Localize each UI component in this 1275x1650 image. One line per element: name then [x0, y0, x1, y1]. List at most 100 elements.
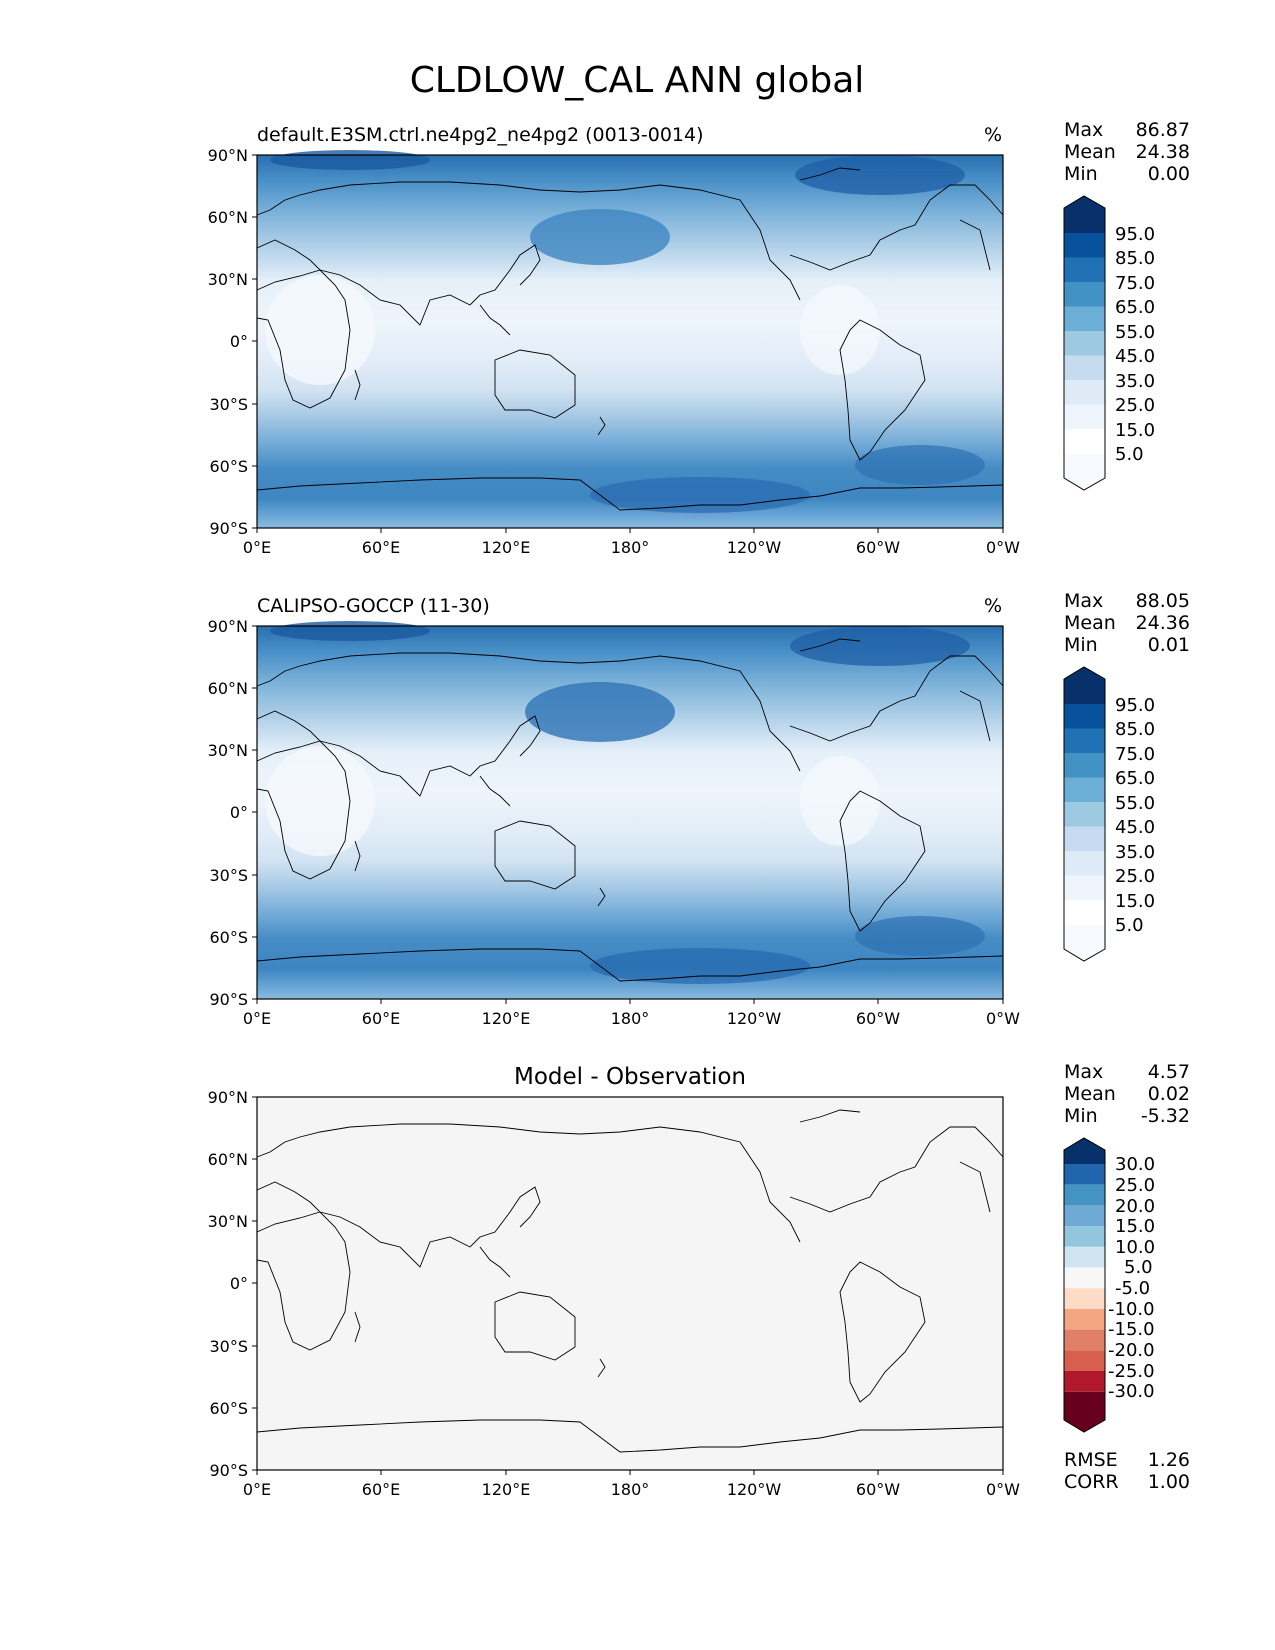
- colorbar-label: 95.0: [1115, 224, 1155, 245]
- stat-label: Mean: [1064, 612, 1116, 634]
- colorbar-cell: [1064, 380, 1105, 405]
- x-tick: 120°W: [727, 1470, 781, 1499]
- coastlines: [256, 638, 1004, 982]
- colorbar-cell: [1064, 1308, 1105, 1330]
- x-tick-label: 180°: [611, 1009, 650, 1028]
- colorbar-label: 35.0: [1115, 371, 1155, 392]
- colorbar-label: 85.0: [1115, 248, 1155, 269]
- x-tick: 60°W: [856, 999, 900, 1028]
- x-tick: 180°: [611, 528, 650, 557]
- colorbar-cell: [1064, 331, 1105, 356]
- stats-block: Max 88.05 Mean 24.36 Min 0.01: [1064, 590, 1190, 656]
- field-feature: [530, 209, 670, 265]
- x-tick-label: 60°W: [856, 538, 900, 557]
- colorbar-cell: [1064, 1371, 1105, 1392]
- map-area: [256, 621, 1004, 1000]
- y-tick: 0°: [230, 803, 257, 822]
- coastlines: [256, 1109, 1004, 1453]
- colorbar-cell: [1064, 355, 1105, 380]
- y-tick: 0°: [230, 332, 257, 351]
- colorbar-label: 5.0: [1115, 444, 1144, 465]
- y-tick: 60°S: [209, 1399, 257, 1418]
- colorbar-cell: [1064, 196, 1105, 233]
- colorbar-cell: [1064, 1164, 1105, 1185]
- colorbar-cell: [1064, 1391, 1105, 1432]
- x-tick: 0°W: [986, 528, 1020, 557]
- y-tick: 60°N: [208, 679, 257, 698]
- map-area: [256, 150, 1004, 529]
- y-tick-label: 30°N: [208, 270, 248, 289]
- colorbar-label: 25.0: [1115, 1175, 1155, 1196]
- y-tick: 30°S: [209, 395, 257, 414]
- y-tick: 30°S: [209, 1337, 257, 1356]
- map-area: [256, 1096, 1004, 1471]
- x-tick-label: 60°W: [856, 1480, 900, 1499]
- stat-label: Max: [1064, 590, 1103, 612]
- y-tick-label: 60°S: [209, 1399, 248, 1418]
- y-axis: 90°N 60°N 30°N 0° 30°S 60°S 90°S: [208, 1088, 257, 1480]
- colorbar-cell: [1064, 1350, 1105, 1371]
- x-tick-label: 120°E: [482, 1009, 531, 1028]
- colorbar-cell: [1064, 1267, 1105, 1289]
- y-tick-label: 0°: [230, 1274, 248, 1293]
- colorbar-cell: [1064, 777, 1105, 802]
- colorbar-cell: [1064, 667, 1105, 704]
- error-stats: RMSE 1.26 CORR 1.00: [1064, 1449, 1190, 1493]
- field-feature: [800, 756, 880, 846]
- colorbar-label: -20.0: [1108, 1340, 1155, 1361]
- colorbar-cells: [1063, 195, 1106, 491]
- x-tick: 120°W: [727, 999, 781, 1028]
- x-tick: 180°: [611, 999, 650, 1028]
- y-tick: 30°S: [209, 866, 257, 885]
- colorbar-label: 15.0: [1115, 891, 1155, 912]
- panel-test: default.E3SM.ctrl.ne4pg2_ne4pg2 (0013-00…: [208, 119, 1190, 557]
- panel-title-left: CALIPSO-GOCCP (11-30): [257, 595, 490, 617]
- y-tick-label: 90°S: [209, 1461, 248, 1480]
- field-feature: [855, 445, 985, 485]
- y-tick: 60°N: [208, 1150, 257, 1169]
- panel-units: %: [984, 595, 1002, 617]
- stat-value: 1.00: [1148, 1471, 1190, 1493]
- x-tick-label: 120°E: [482, 1480, 531, 1499]
- y-tick: 90°S: [209, 519, 257, 538]
- field-feature: [790, 626, 970, 666]
- panel-difference: Model - Observation 90°N 60°N 3: [208, 1061, 1190, 1499]
- y-tick: 90°N: [208, 1088, 257, 1107]
- colorbar-label: 10.0: [1115, 1237, 1155, 1258]
- colorbar-cell: [1064, 728, 1105, 753]
- stat-label: Max: [1064, 1061, 1103, 1083]
- panel-units: %: [984, 124, 1002, 146]
- colorbar-cell: [1064, 802, 1105, 827]
- y-tick: 30°N: [208, 270, 257, 289]
- x-tick-label: 120°W: [727, 538, 782, 557]
- x-tick: 60°E: [362, 528, 400, 557]
- x-tick: 0°W: [986, 999, 1020, 1028]
- colorbar-label: -25.0: [1108, 1361, 1155, 1382]
- x-tick-label: 0°W: [986, 1480, 1020, 1499]
- y-tick-label: 90°N: [208, 146, 248, 165]
- colorbar-label: -5.0: [1115, 1278, 1150, 1299]
- x-tick-label: 180°: [611, 538, 650, 557]
- x-tick-label: 60°E: [362, 1480, 400, 1499]
- y-tick: 90°N: [208, 617, 257, 636]
- colorbar-label: 15.0: [1115, 420, 1155, 441]
- field-feature: [270, 621, 430, 641]
- stats-block: Max 4.57 Mean 0.02 Min -5.32: [1064, 1061, 1190, 1127]
- y-tick: 60°S: [209, 928, 257, 947]
- colorbar-label: 75.0: [1115, 273, 1155, 294]
- y-tick-label: 60°S: [209, 457, 248, 476]
- x-tick-label: 0°W: [986, 1009, 1020, 1028]
- colorbar-label: -10.0: [1108, 1299, 1155, 1320]
- colorbar-cell: [1064, 282, 1105, 307]
- colorbar-label: 30.0: [1115, 1154, 1155, 1175]
- x-tick-label: 60°W: [856, 1009, 900, 1028]
- y-tick: 60°N: [208, 208, 257, 227]
- colorbar-label: -15.0: [1108, 1319, 1155, 1340]
- colorbar-label: 35.0: [1115, 842, 1155, 863]
- stat-value: 0.02: [1148, 1083, 1190, 1105]
- y-tick-label: 0°: [230, 332, 248, 351]
- y-tick: 90°N: [208, 146, 257, 165]
- colorbar-label: 55.0: [1115, 322, 1155, 343]
- colorbar-cell: [1064, 306, 1105, 331]
